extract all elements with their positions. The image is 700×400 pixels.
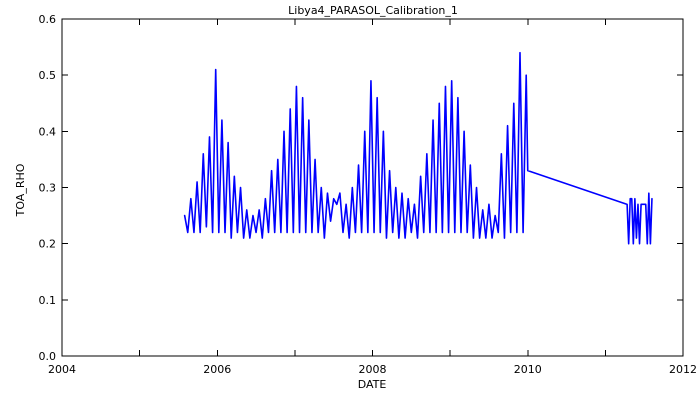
x-axis-ticks (61, 19, 684, 356)
y-axis-tick-labels: 0.0 0.1 0.2 0.3 0.4 0.5 0.6 (39, 13, 57, 363)
y-tick-label: 0.0 (39, 350, 57, 363)
x-tick-label: 2012 (669, 363, 697, 376)
x-axis-label: DATE (358, 378, 387, 391)
x-tick-label: 2008 (359, 363, 387, 376)
series-line-1 (183, 51, 653, 245)
x-axis-tick-labels: 2004 2006 2008 2010 2012 (48, 363, 697, 376)
y-tick-label: 0.5 (39, 69, 57, 82)
y-tick-label: 0.1 (39, 294, 57, 307)
series-group (183, 51, 653, 245)
x-tick-label: 2004 (48, 363, 76, 376)
y-tick-label: 0.2 (39, 238, 57, 251)
y-tick-label: 0.3 (39, 182, 57, 195)
x-tick-label: 2010 (514, 363, 542, 376)
chart-title: Libya4_PARASOL_Calibration_1 (288, 4, 458, 17)
y-axis-ticks (62, 18, 683, 357)
x-tick-label: 2006 (203, 363, 231, 376)
y-tick-label: 0.6 (39, 13, 57, 26)
y-axis-label: TOA_RHO (14, 163, 27, 217)
y-tick-label: 0.4 (39, 125, 57, 138)
